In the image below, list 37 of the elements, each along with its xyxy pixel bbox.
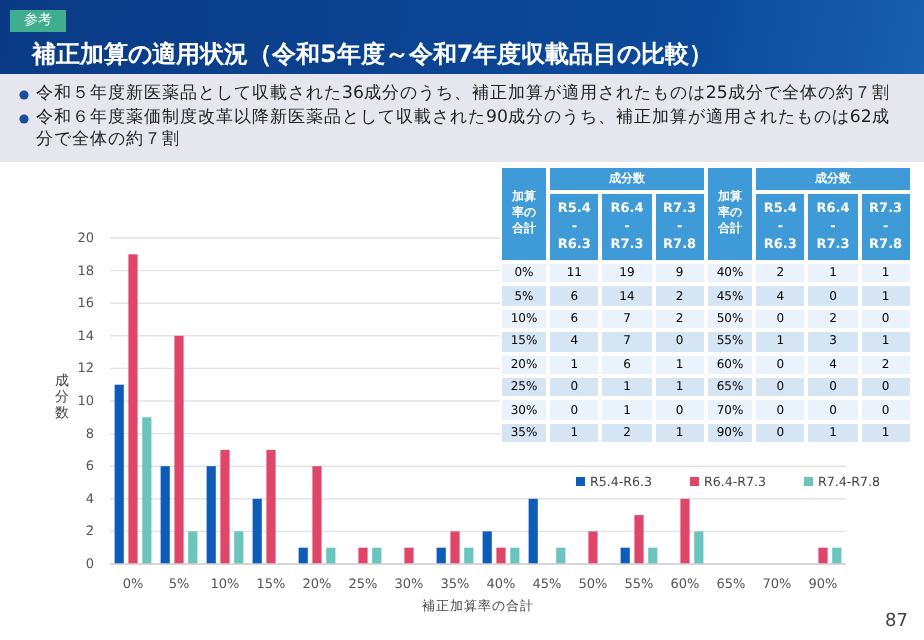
text: 87 bbox=[885, 612, 908, 632]
bar bbox=[620, 547, 630, 564]
chart-subtitle: 令和５年度新医薬品として収載された36成分のうち、補正加算が適用されたものは25成分で全体の約７割 bbox=[36, 84, 892, 106]
bar bbox=[510, 547, 520, 564]
bar bbox=[680, 498, 690, 564]
bar bbox=[358, 547, 368, 564]
bar bbox=[818, 547, 828, 564]
bar bbox=[266, 449, 276, 564]
bar bbox=[234, 531, 244, 564]
bar bbox=[312, 466, 322, 564]
bar bbox=[694, 531, 704, 564]
bar bbox=[206, 466, 216, 564]
bar bbox=[326, 547, 336, 564]
bar bbox=[252, 498, 262, 564]
bar bbox=[404, 547, 414, 564]
bar bbox=[436, 547, 446, 564]
bar bbox=[588, 531, 598, 564]
bar bbox=[634, 515, 644, 564]
bar bbox=[450, 531, 460, 564]
bar bbox=[128, 254, 138, 564]
bar bbox=[372, 547, 382, 564]
bar bbox=[114, 384, 124, 564]
bar bbox=[496, 547, 506, 564]
bar bbox=[556, 547, 566, 564]
bar bbox=[298, 547, 308, 564]
bar bbox=[648, 547, 658, 564]
bar bbox=[174, 335, 184, 564]
bar bbox=[188, 531, 198, 564]
bar bbox=[160, 466, 170, 564]
bar bbox=[832, 547, 842, 564]
bar bbox=[464, 547, 474, 564]
bar bbox=[142, 417, 152, 564]
chart-title: 補正加算の適用状況（令和5年度～令和7年度収載品目の比較） bbox=[32, 38, 714, 72]
bar bbox=[482, 531, 492, 564]
bar bbox=[220, 449, 230, 564]
text: 令和６年度薬価制度改革以降新医薬品として収載された90成分のうち、補正加算が適用されたものは62成分で全体の約７割 bbox=[36, 108, 892, 152]
bar bbox=[528, 498, 538, 564]
